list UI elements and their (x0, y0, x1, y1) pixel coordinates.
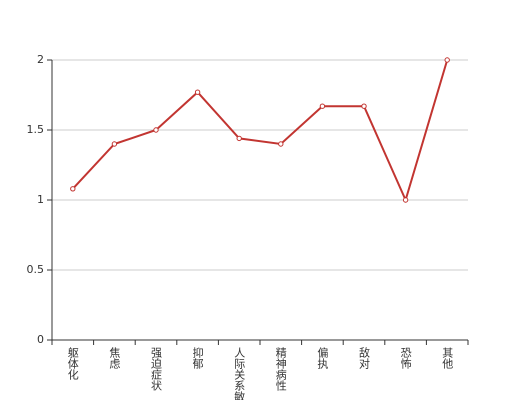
point (361, 103, 367, 109)
x-tick-label: 抑郁 (191, 346, 204, 369)
y-tick-label: 1.5 (27, 123, 45, 136)
point (236, 135, 242, 142)
point (319, 103, 326, 109)
y-tick-label: 2 (37, 53, 44, 66)
y-tick-label: 0.5 (27, 263, 45, 276)
x-tick-label: 恐怖 (399, 347, 412, 369)
point (153, 127, 159, 133)
point (278, 141, 284, 147)
x-tick-label: 躯体化 (66, 347, 79, 381)
y-tick-label: 1 (37, 193, 44, 206)
point (194, 89, 201, 95)
y-tick-label: 0 (37, 333, 44, 346)
x-tick-label: 敌对 (358, 346, 371, 369)
line (72, 59, 449, 203)
point (402, 197, 409, 203)
x-tick-label: 偏执 (316, 346, 329, 370)
point (111, 141, 118, 147)
x-tick-label: 焦虑 (108, 347, 121, 369)
point (444, 57, 450, 63)
x-tick-label: 其他 (441, 347, 454, 369)
point (70, 186, 76, 192)
x-tick-label: 精神病性 (274, 347, 287, 392)
x-tick-label: 强迫症状 (150, 347, 163, 391)
x-tick-label: 人际关系敏感 (233, 347, 246, 400)
